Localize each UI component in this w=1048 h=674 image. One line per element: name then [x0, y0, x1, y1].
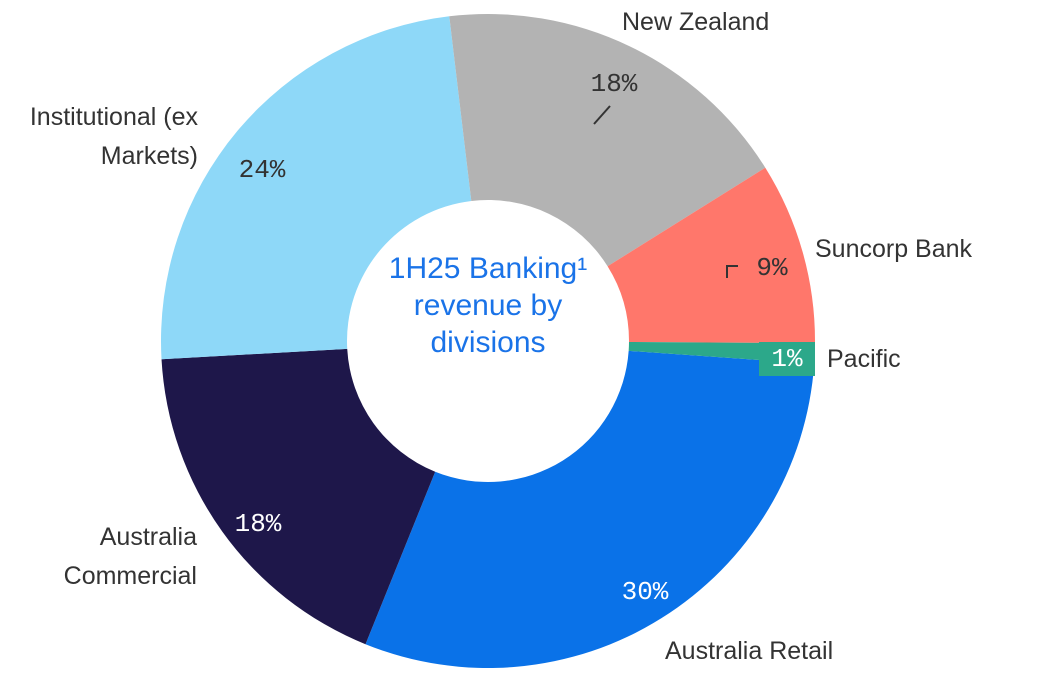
data-label: 1% [771, 344, 803, 374]
data-label: 24% [239, 155, 286, 185]
slice [365, 350, 815, 668]
data-label: 18% [591, 69, 638, 99]
slice [449, 14, 766, 267]
category-label: Australia Retail [665, 637, 834, 665]
category-label: Pacific [827, 345, 901, 373]
category-label: Australia Commercial [63, 523, 197, 590]
data-label: 9% [756, 253, 788, 283]
slice [161, 348, 436, 645]
category-label: Institutional (ex Markets) [29, 103, 198, 170]
data-label: 18% [235, 509, 282, 539]
slice [161, 16, 472, 360]
data-label: 30% [622, 577, 669, 607]
slice [607, 167, 815, 344]
leader [593, 105, 611, 125]
chart-title: 1H25 Banking¹ revenue by divisions [388, 252, 588, 359]
category-label: New Zealand [622, 8, 770, 36]
label-box [759, 342, 815, 376]
category-label: Suncorp Bank [815, 235, 973, 263]
leader [726, 265, 738, 278]
